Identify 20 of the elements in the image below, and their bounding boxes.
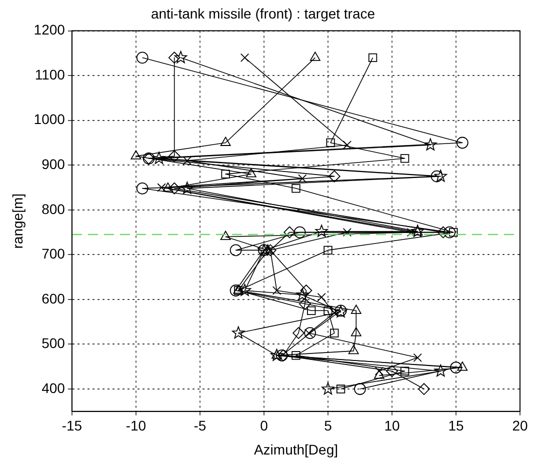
x-axis-title: Azimuth[Deg] [254,441,338,458]
chart-title: anti-tank missile (front) : target trace [150,5,376,22]
x-tick-label: -10 [126,418,146,434]
x-tick-label: 10 [384,418,400,434]
y-tick-label: 600 [42,290,66,306]
x-tick-label: -5 [194,418,206,434]
y-tick-label: 500 [42,335,66,352]
x-tick-label: 0 [260,418,268,434]
y-tick-label: 700 [42,246,66,262]
y-tick-label: 400 [42,380,66,396]
y-tick-label: 900 [42,156,66,172]
y-tick-label: 1200 [34,22,66,38]
y-tick-label: 800 [42,200,66,217]
x-tick-label: 20 [512,418,528,434]
y-tick-label: 1100 [34,66,66,82]
x-tick-label: -15 [62,418,82,434]
y-tick-label: 1000 [34,111,66,128]
x-tick-label: 15 [448,418,464,434]
y-axis-title: range[m] [9,193,26,249]
x-tick-label: 5 [324,418,332,434]
